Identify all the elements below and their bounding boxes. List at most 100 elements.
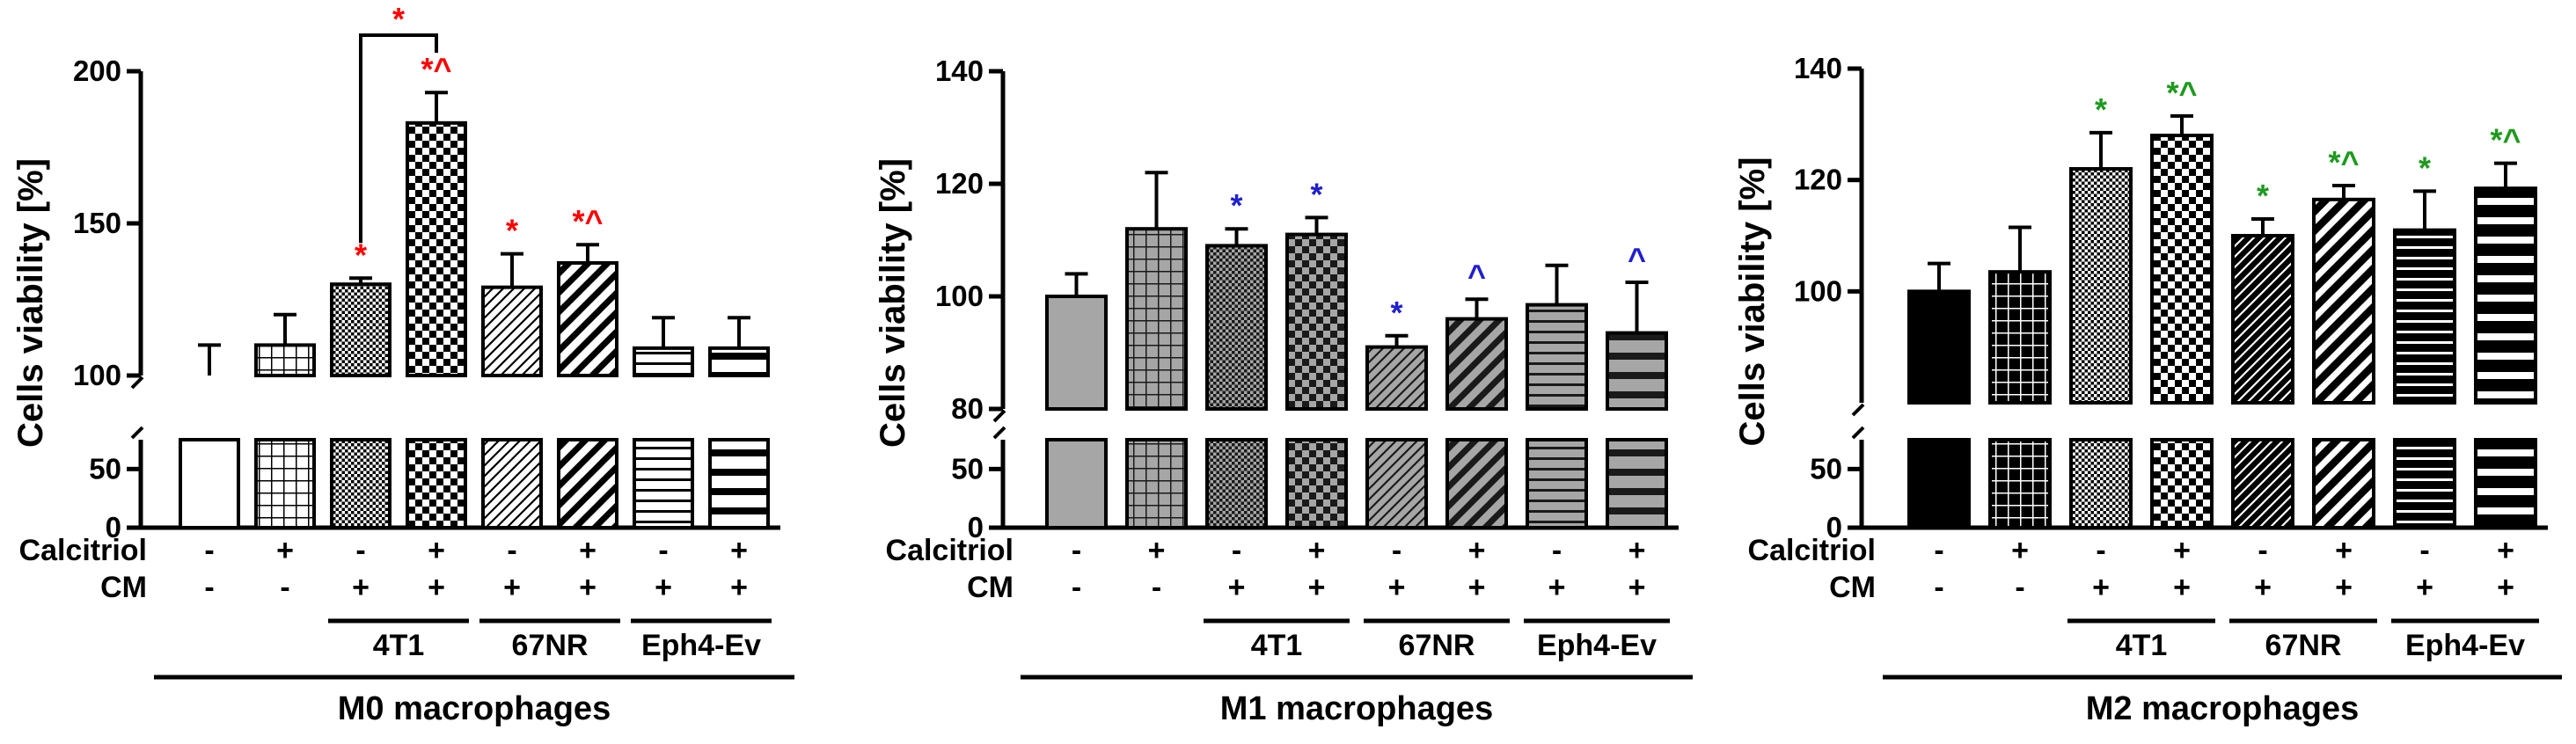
y-tick-label: 100 (1794, 274, 1842, 307)
cm-sign: + (428, 571, 445, 604)
bar-lower (708, 438, 770, 529)
cm-sign: + (2173, 571, 2191, 604)
y-axis-label: Cells viability [%] (11, 158, 50, 448)
panel-title: M2 macrophages (2086, 690, 2359, 727)
calcitriol-sign: + (1468, 534, 1486, 567)
cm-sign: + (2497, 571, 2514, 604)
y-tick-label: 100 (73, 359, 121, 391)
bar-lower (330, 438, 392, 529)
bar-lower (2312, 438, 2375, 529)
panel-2: 80 100 120 140 0 50 Cells viability [%] - - + - * - +… (874, 55, 1693, 727)
calcitriol-sign: + (276, 534, 294, 567)
group-label: 67NR (2265, 629, 2342, 662)
cm-sign: - (1072, 571, 1081, 604)
bar-upper (2393, 228, 2456, 405)
bar-lower (2150, 438, 2214, 529)
calcitriol-sign: + (2173, 534, 2191, 567)
bar-upper (481, 285, 543, 377)
bracket-label: * (392, 1, 405, 37)
calcitriol-sign: - (2419, 534, 2429, 567)
calcitriol-sign: + (730, 534, 748, 567)
y-tick-label: 150 (73, 207, 121, 239)
bar-lower (2069, 438, 2133, 529)
cm-sign: + (352, 571, 370, 604)
y-axis-label: Cells viability [%] (874, 158, 912, 448)
bar-upper (633, 346, 694, 377)
bar-upper (1285, 232, 1348, 411)
group-label: Eph4-Ev (2405, 629, 2525, 662)
bar-lower (1365, 438, 1428, 529)
calcitriol-sign: + (2335, 534, 2353, 567)
cm-sign: + (1228, 571, 1246, 604)
y-tick-label: 200 (73, 55, 121, 87)
cm-sign: + (655, 571, 672, 604)
significance-label: * (506, 213, 518, 249)
cm-sign: - (204, 571, 214, 604)
calcitriol-sign: + (1628, 534, 1646, 567)
significance-label: * (2095, 91, 2107, 128)
significance-label: ^ (1467, 258, 1486, 294)
significance-label: * (1390, 295, 1402, 331)
cm-sign: + (2092, 571, 2110, 604)
bar-lower (1205, 438, 1268, 529)
y-tick-label: 50 (951, 452, 984, 485)
significance-label: * (1310, 176, 1322, 212)
cm-label: CM (100, 571, 147, 604)
cm-sign: + (503, 571, 521, 604)
bar-lower (1907, 438, 1971, 529)
y-tick-label: 50 (1810, 452, 1842, 485)
bar-upper (2312, 197, 2375, 405)
calcitriol-label: Calcitriol (19, 534, 147, 567)
bar-lower (633, 438, 694, 529)
group-label: 67NR (1399, 629, 1475, 662)
bar-lower (1988, 438, 2052, 529)
calcitriol-label: Calcitriol (1748, 534, 1876, 567)
bar-upper (406, 120, 467, 377)
cm-label: CM (1829, 571, 1876, 604)
panel-3: 100 120 140 0 50 Cells viability [%] - - + - * - + *^… (1733, 52, 2562, 727)
bar-upper (2231, 234, 2294, 405)
y-tick-label: 140 (935, 55, 984, 87)
y-axis-label: Cells viability [%] (1733, 157, 1772, 447)
bar-upper (557, 260, 618, 378)
bar-lower (1285, 438, 1348, 529)
group-label: 67NR (512, 629, 589, 662)
bar-upper (330, 282, 392, 378)
significance-label: *^ (2490, 122, 2521, 158)
axis-break-mark (992, 409, 1006, 423)
axis-break-mark (130, 376, 144, 390)
significance-label: * (355, 237, 367, 273)
calcitriol-sign: - (204, 534, 214, 567)
cm-sign: + (1468, 571, 1486, 604)
bar-lower (481, 438, 543, 529)
bar-upper (2150, 134, 2214, 405)
bar-upper (1125, 227, 1188, 412)
group-label: 4T1 (373, 629, 425, 662)
calcitriol-sign: - (1232, 534, 1241, 567)
cm-sign: - (280, 571, 289, 604)
group-label: 4T1 (2116, 629, 2168, 662)
calcitriol-sign: + (1308, 534, 1326, 567)
bar-lower (179, 438, 240, 529)
bar-upper (254, 343, 316, 377)
bar-lower (254, 438, 316, 529)
y-tick-label: 0 (106, 511, 121, 543)
calcitriol-sign: + (579, 534, 596, 567)
axis-break-mark (1851, 403, 1865, 417)
calcitriol-sign: - (658, 534, 668, 567)
bar-lower (1045, 438, 1108, 529)
significance-label: *^ (2328, 144, 2359, 180)
bar-upper (1988, 270, 2052, 405)
calcitriol-label: Calcitriol (886, 534, 1014, 567)
calcitriol-sign: - (1552, 534, 1562, 567)
cm-sign: + (1388, 571, 1406, 604)
panel-title: M0 macrophages (338, 690, 611, 727)
calcitriol-sign: + (2011, 534, 2029, 567)
significance-label: * (2257, 178, 2269, 214)
cm-sign: + (1628, 571, 1646, 604)
bar-lower (1445, 438, 1508, 529)
panel-title: M1 macrophages (1220, 690, 1493, 727)
cm-sign: + (1548, 571, 1566, 604)
bar-upper (1445, 317, 1508, 412)
